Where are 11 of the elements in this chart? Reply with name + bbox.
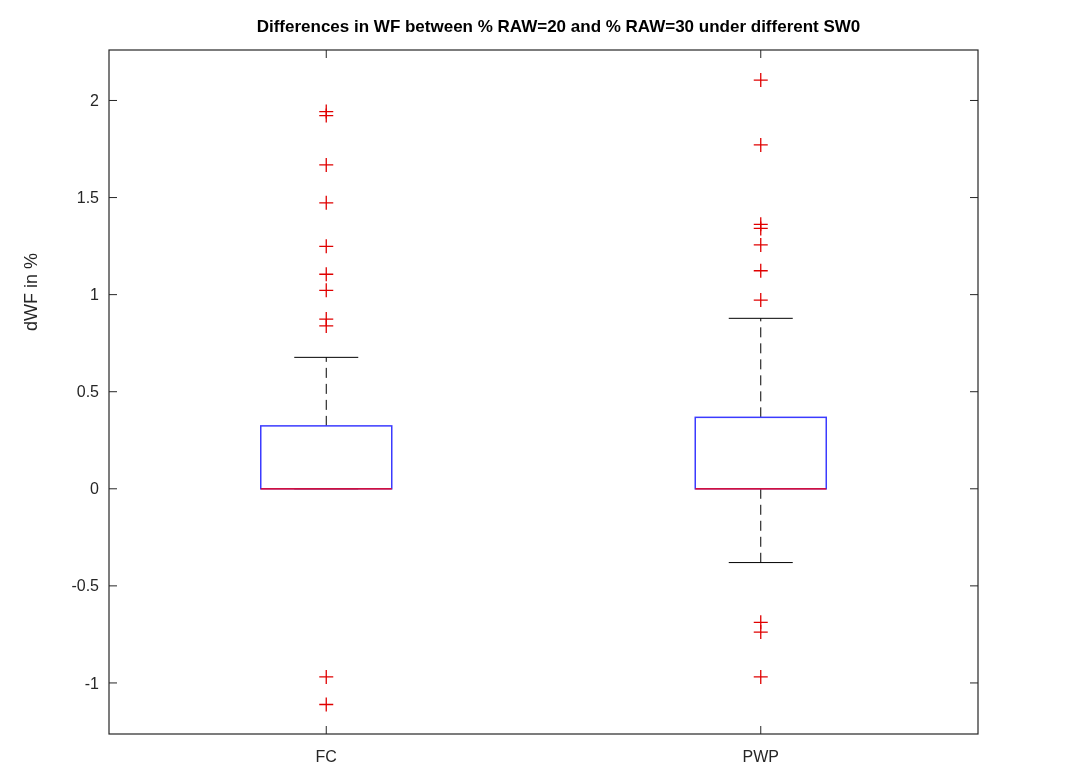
y-tick-label: -1: [84, 674, 100, 692]
chart-title: Differences in WF between % RAW=20 and % RAW=30 under different SW0: [256, 17, 861, 36]
y-tick-label: 0: [90, 480, 100, 498]
y-tick-label: -0.5: [71, 577, 100, 595]
y-axis-title: dWF in %: [21, 252, 41, 332]
y-tick-label: 1: [90, 286, 100, 304]
y-tick-label: 0.5: [76, 383, 100, 401]
x-tick-label: FC: [315, 748, 337, 765]
y-tick-label: 1.5: [76, 189, 100, 207]
y-tick-label: 2: [90, 92, 100, 110]
x-tick-label: PWP: [742, 748, 779, 765]
